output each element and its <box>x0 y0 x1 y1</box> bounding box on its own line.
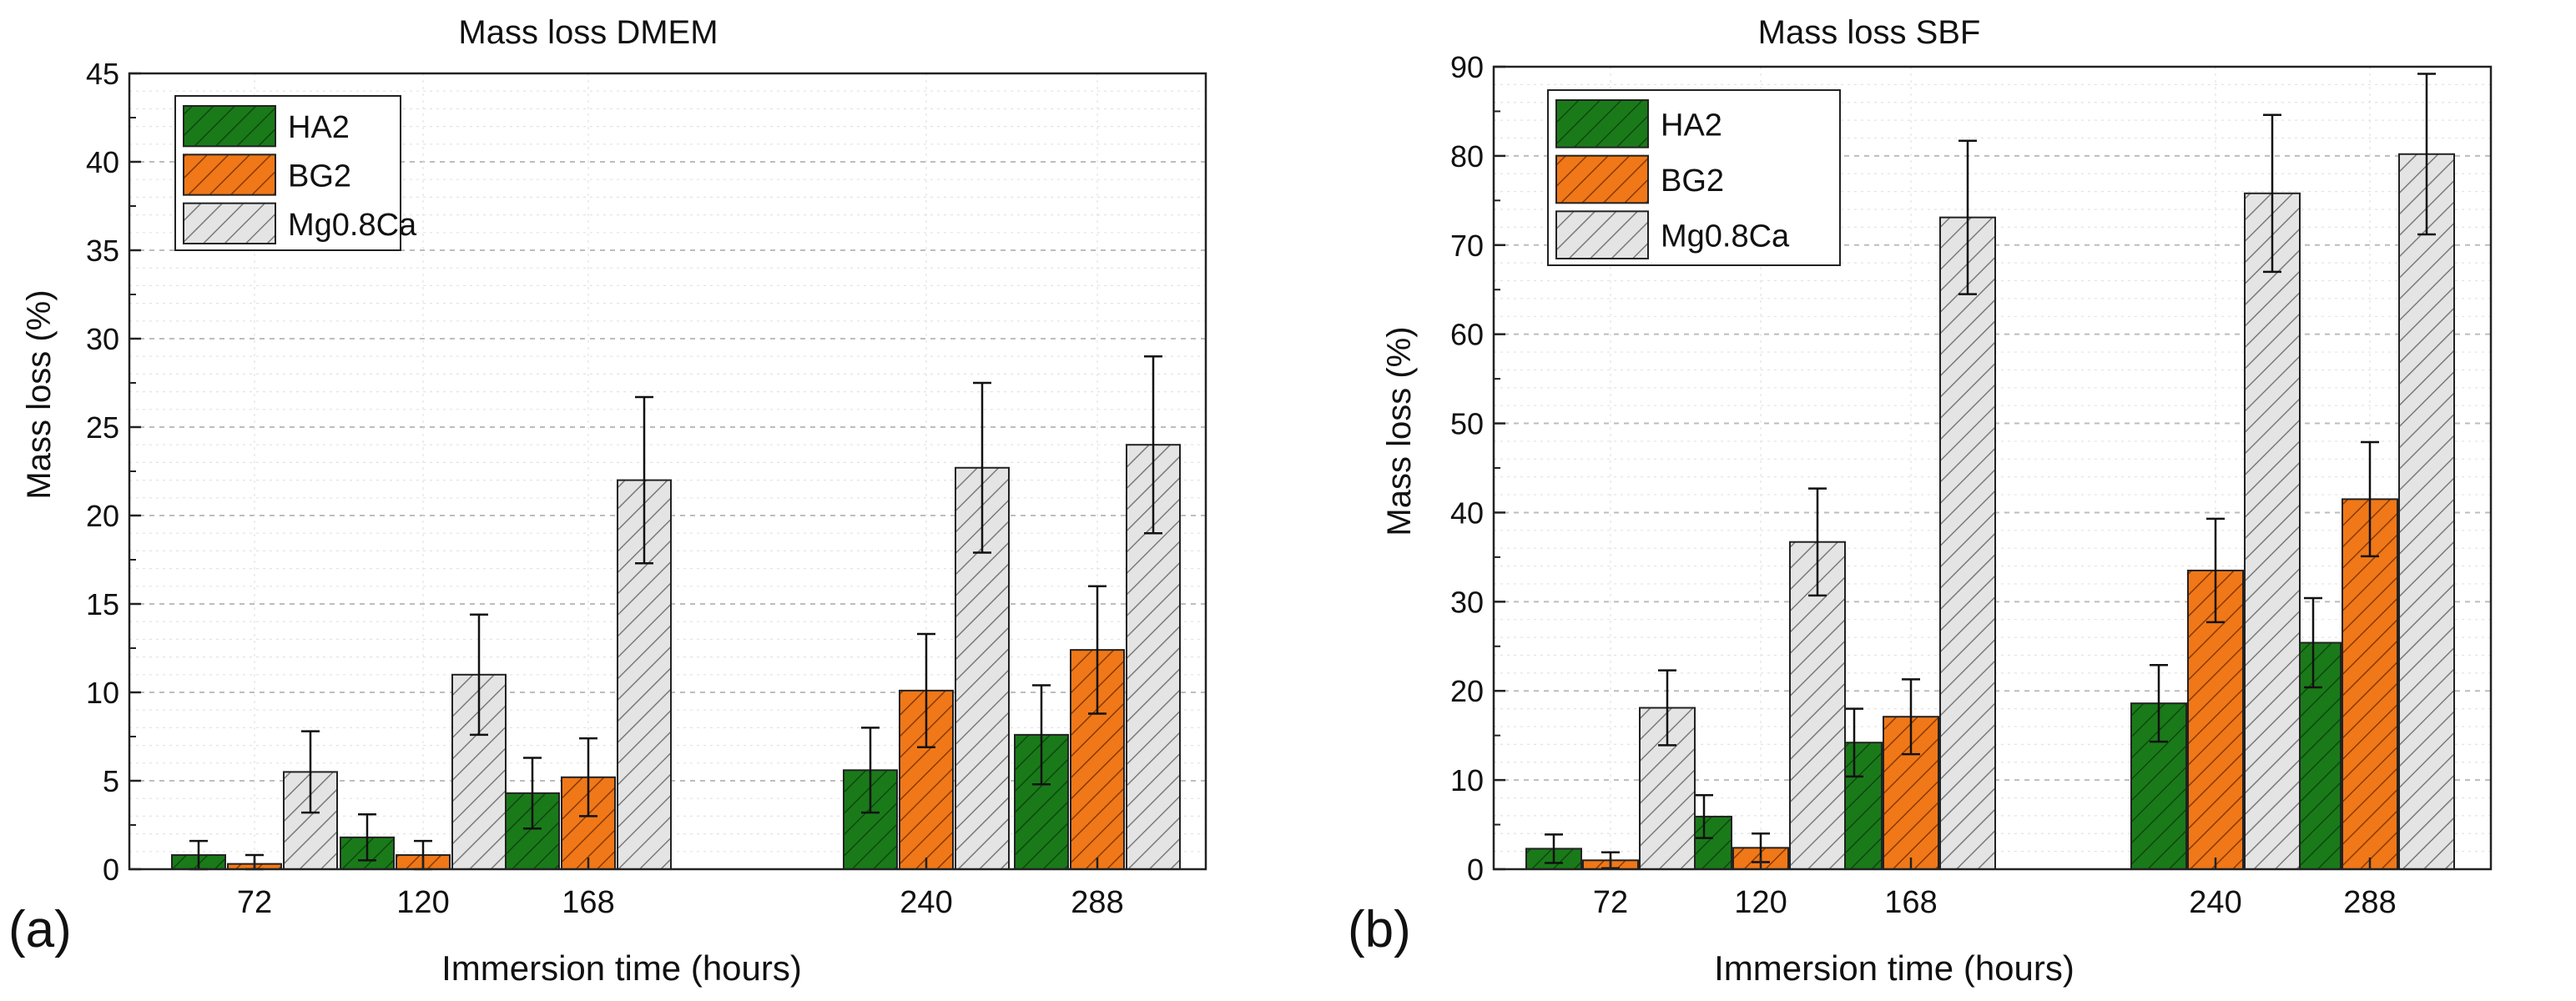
legend-swatch-BG2 <box>1555 154 1649 204</box>
chart-title: Mass loss SBF <box>1758 14 1981 51</box>
legend-swatch-Mg0.8Ca <box>1555 210 1649 259</box>
legend-swatch-BG2 <box>183 153 276 196</box>
legend: HA2 BG2 Mg0.8Ca <box>1547 89 1841 266</box>
legend-swatch-HA2 <box>1555 99 1649 148</box>
legend-swatch-HA2 <box>183 105 276 148</box>
plot-area: 0 10 20 30 40 50 60 70 80 90 72 120 168 240 288 <box>1450 50 2493 920</box>
y-axis-label: Mass loss (%) <box>1381 326 1418 536</box>
x-tick-label: 120 <box>396 885 449 920</box>
chart-title: Mass loss DMEM <box>458 14 718 51</box>
legend-swatch-Mg0.8Ca <box>183 202 276 245</box>
y-tick-label: 20 <box>1450 674 1484 708</box>
x-tick-label: 168 <box>562 885 614 920</box>
y-tick-label: 50 <box>1450 407 1484 441</box>
y-tick-label: 10 <box>86 676 119 710</box>
legend-label-Mg0.8Ca: Mg0.8Ca <box>288 208 417 243</box>
legend-label-HA2: HA2 <box>1661 108 1722 143</box>
y-tick-label: 0 <box>103 853 119 887</box>
y-tick-label: 40 <box>86 145 119 179</box>
y-tick-label: 80 <box>1450 139 1484 174</box>
bar-Mg0.8Ca-168 <box>1939 216 1996 870</box>
y-tick-label: 30 <box>1450 585 1484 619</box>
y-axis-label: Mass loss (%) <box>21 289 58 499</box>
y-tick-label: 90 <box>1450 50 1484 84</box>
y-tick-label: 0 <box>1467 853 1484 887</box>
x-tick-label: 288 <box>1071 885 1123 920</box>
plot-area: 0 5 10 15 20 25 30 35 40 45 72 120 168 240 288 <box>86 57 1207 920</box>
legend-label-HA2: HA2 <box>288 110 350 145</box>
y-tick-label: 60 <box>1450 318 1484 352</box>
legend-label-Mg0.8Ca: Mg0.8Ca <box>1661 219 1790 254</box>
legend: HA2 BG2 Mg0.8Ca <box>174 95 417 251</box>
y-tick-label: 35 <box>86 234 119 268</box>
y-tick-label: 20 <box>86 499 119 533</box>
x-tick-label: 168 <box>1884 885 1937 920</box>
x-tick-label: 72 <box>237 885 272 920</box>
legend-label-BG2: BG2 <box>1661 163 1724 199</box>
x-tick-label: 72 <box>1593 885 1628 920</box>
chart-panel-a: Mass loss DMEM Mass loss (%) Immersion t… <box>8 14 1207 988</box>
bar-Mg0.8Ca-240 <box>2244 192 2301 870</box>
x-tick-label: 288 <box>2343 885 2396 920</box>
y-tick-label: 70 <box>1450 229 1484 263</box>
y-tick-label: 5 <box>103 764 119 798</box>
y-tick-label: 25 <box>86 410 119 445</box>
y-tick-label: 40 <box>1450 495 1484 530</box>
y-tick-label: 15 <box>86 587 119 621</box>
y-tick-label: 10 <box>1450 763 1484 797</box>
bar-Mg0.8Ca-288 <box>2398 153 2455 871</box>
chart-panel-b: Mass loss SBF Mass loss (%) Immersion ti… <box>1348 14 2493 988</box>
panel-label-b: (b) <box>1348 901 1411 958</box>
y-tick-label: 30 <box>86 322 119 356</box>
x-axis-label: Immersion time (hours) <box>1714 948 2074 988</box>
x-tick-label: 240 <box>2189 885 2241 920</box>
x-tick-label: 120 <box>1734 885 1787 920</box>
y-tick-label: 45 <box>86 57 119 91</box>
legend-label-BG2: BG2 <box>288 159 351 194</box>
panel-label-a: (a) <box>8 901 72 958</box>
x-tick-label: 240 <box>900 885 952 920</box>
x-axis-label: Immersion time (hours) <box>441 948 802 988</box>
